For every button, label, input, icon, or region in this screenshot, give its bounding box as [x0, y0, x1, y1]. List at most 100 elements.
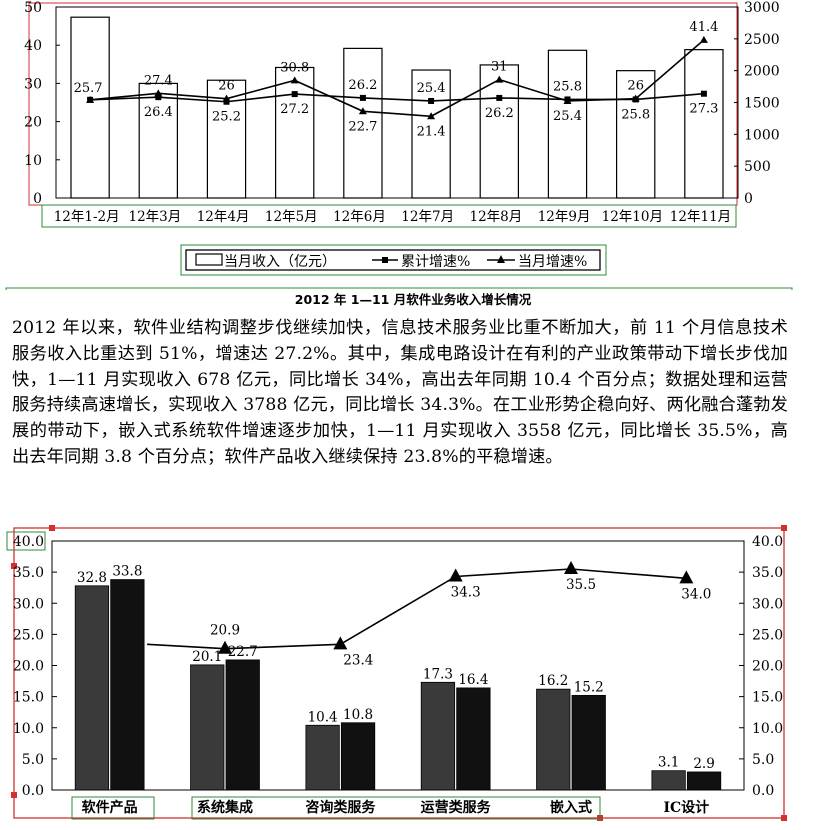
legend-box: [185, 249, 601, 271]
left-axis-tick-label: 20: [24, 115, 42, 131]
category-label: 12年1-2月: [54, 209, 120, 225]
left-axis-tick-label: 0: [33, 191, 42, 207]
point-label: 26: [218, 79, 235, 94]
revenue-bar: [684, 49, 724, 199]
left-axis-tick-label: 35.0: [13, 565, 44, 581]
right-axis-tick-label: 2500: [744, 32, 780, 48]
monthly-growth-point: [358, 107, 367, 115]
bar-label: 16.2: [538, 673, 568, 689]
category-frame: [191, 796, 601, 820]
right-axis-tick-label: 15.0: [752, 690, 783, 706]
left-axis-tick-label: 50: [24, 0, 42, 16]
bar-label: 17.3: [423, 666, 453, 682]
left-axis-tick-label: 30: [24, 76, 42, 92]
right-axis-tick-label: 500: [744, 159, 771, 175]
right-axis-tick-label: 2000: [744, 64, 780, 80]
cumulative-growth-point: [700, 90, 707, 97]
monthly-growth-point: [154, 89, 163, 97]
category-frame: [41, 204, 737, 228]
left-axis-tick-label: 0.0: [22, 783, 44, 799]
bar-series-1: [651, 770, 686, 791]
frame-handle: [49, 525, 55, 531]
category-label: 嵌入式: [550, 799, 592, 816]
bar-series-2: [571, 694, 606, 791]
bar-series-1: [74, 585, 110, 791]
monthly-growth-point: [631, 94, 640, 102]
revenue-bar: [616, 70, 656, 199]
body-paragraph: 2012 年以来，软件业结构调整步伐继续加快，信息技术服务业比重不断加大，前 1…: [12, 318, 788, 467]
bar-series-2: [456, 687, 491, 791]
point-label: 27.2: [280, 102, 309, 117]
right-axis-tick-label: 3000: [744, 0, 780, 16]
bar-series-1: [536, 688, 571, 791]
left-axis-tick-label: 30.0: [13, 596, 44, 612]
left-axis-tick-label: 10.0: [13, 721, 44, 737]
legend-entry: 当月增速%: [518, 254, 587, 270]
bar-series-1: [305, 724, 340, 791]
bar-series-1: [420, 681, 456, 791]
bar-label: 10.8: [343, 707, 373, 723]
growth-point: [333, 636, 348, 650]
category-label: 咨询类服务: [305, 799, 376, 816]
left-axis-tick-label: 20.0: [13, 659, 44, 675]
category-label: 12年4月: [197, 209, 250, 225]
right-axis-tick-label: 40.0: [752, 534, 783, 550]
category-label: 12年10月: [602, 209, 663, 225]
point-label: 25.4: [553, 109, 582, 124]
right-axis-tick-label: 10.0: [752, 721, 783, 737]
growth-label: 34.0: [681, 586, 711, 602]
plot-frame: [13, 527, 785, 819]
cumulative-growth-point: [496, 94, 503, 101]
revenue-bar: [70, 16, 110, 199]
frame-handle: [11, 792, 17, 798]
point-label: 21.4: [417, 124, 446, 139]
cumulative-growth-point: [359, 94, 366, 101]
growth-point: [679, 570, 694, 584]
frame-handle: [781, 525, 787, 531]
legend-entry: 累计增速%: [401, 254, 470, 270]
right-axis-tick-label: 5.0: [752, 752, 774, 768]
category-label: 12年9月: [538, 209, 591, 225]
point-label: 25.4: [417, 81, 446, 96]
monthly-growth-point: [86, 95, 95, 103]
legend-bar-swatch: [195, 253, 223, 266]
category-label: IC设计: [663, 799, 709, 816]
point-label: 22.7: [348, 119, 377, 134]
category-label: 运营类服务: [421, 799, 492, 816]
monthly-growth-point: [563, 96, 572, 104]
bar-label: 16.4: [458, 672, 488, 688]
growth-label: 34.3: [451, 584, 481, 600]
left-axis-tick-label: 40.0: [13, 534, 44, 550]
cumulative-growth-point: [223, 98, 230, 105]
monthly-growth-point: [427, 112, 436, 120]
monthly-growth-line: [90, 39, 705, 118]
category-label: 软件产品: [82, 799, 138, 816]
right-axis-tick-label: 20.0: [752, 659, 783, 675]
point-label: 27.4: [144, 73, 173, 88]
bar-label: 10.4: [308, 709, 338, 725]
bar-series-2: [225, 659, 260, 791]
growth-line: [147, 568, 687, 650]
bar-label: 32.8: [77, 570, 107, 586]
bar-series-2: [340, 722, 376, 791]
growth-label: 35.5: [566, 577, 596, 593]
bar-series-2: [110, 579, 145, 791]
revenue-bar: [138, 82, 178, 199]
point-label: 31: [491, 60, 508, 75]
legend-triangle-marker: [497, 255, 505, 263]
right-axis-tick-label: 1500: [744, 96, 780, 112]
monthly-growth-point: [495, 75, 504, 83]
category-frame: [71, 796, 155, 820]
bar-series-2: [686, 771, 722, 791]
growth-point: [564, 561, 578, 575]
category-label: 系统集成: [197, 799, 253, 816]
growth-point: [448, 568, 463, 582]
frame-handle: [11, 563, 17, 569]
legend-entry: 当月收入（亿元）: [224, 254, 336, 270]
point-label: 25.8: [621, 107, 650, 122]
frame-handle: [781, 815, 787, 821]
top-tick-frame: [6, 531, 46, 551]
right-axis-tick-label: 30.0: [752, 596, 783, 612]
legend-frame: [180, 244, 607, 276]
legend-square-marker: [382, 257, 388, 263]
